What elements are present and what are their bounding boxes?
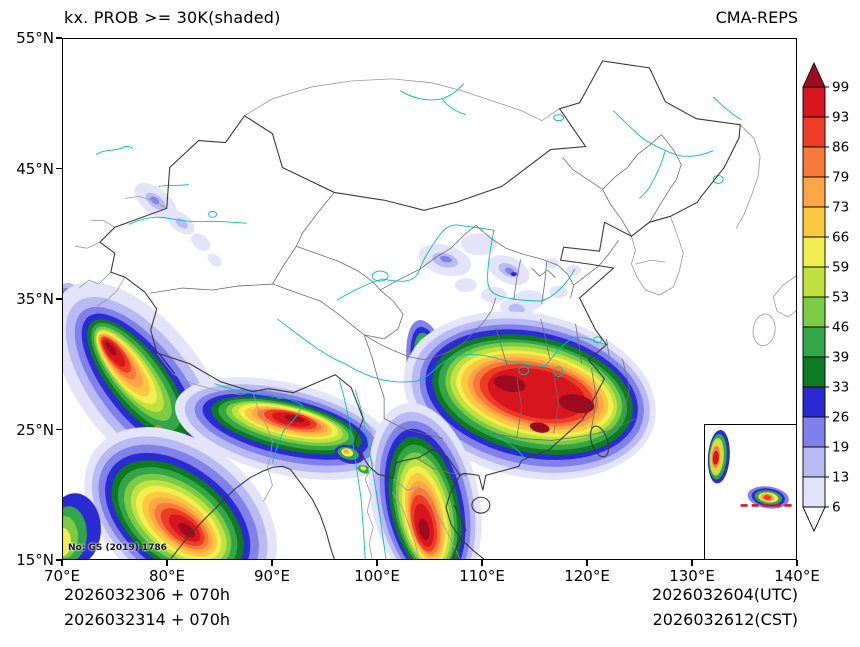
colorbar-label: 13 <box>832 470 849 486</box>
south-china-sea-inset <box>704 424 796 559</box>
colorbar-top-triangle <box>803 63 825 87</box>
inset-map <box>705 425 796 559</box>
footer-valid-cst: 2026032612(CST) <box>653 610 798 629</box>
map-plot-area: No: GS (2019) 1786 <box>62 38 797 560</box>
colorbar-label: 73 <box>832 200 849 216</box>
model-name: CMA-REPS <box>716 8 798 27</box>
inset-probability-shading <box>706 429 790 511</box>
colorbar-segment <box>803 447 825 477</box>
x-tick <box>376 560 378 566</box>
colorbar-segment <box>803 357 825 387</box>
x-axis-label: 120°E <box>557 567 617 585</box>
y-axis-label: 35°N <box>4 290 54 308</box>
x-tick <box>796 560 798 566</box>
colorbar-segment <box>803 147 825 177</box>
y-tick <box>56 298 62 300</box>
license-watermark: No: GS (2019) 1786 <box>68 543 167 553</box>
colorbar-label: 46 <box>832 320 849 336</box>
x-tick <box>166 560 168 566</box>
y-axis-label: 45°N <box>4 160 54 178</box>
colorbar-segment <box>803 267 825 297</box>
probability-shading <box>63 176 672 559</box>
colorbar-segment <box>803 387 825 417</box>
colorbar-segment <box>803 417 825 447</box>
colorbar-segment <box>803 297 825 327</box>
x-tick <box>61 560 63 566</box>
x-axis-label: 70°E <box>32 567 92 585</box>
y-axis-label: 15°N <box>4 551 54 569</box>
footer-init-cst: 2026032314 + 070h <box>64 610 230 629</box>
china-map <box>63 39 796 559</box>
colorbar-label: 99 <box>832 80 849 96</box>
colorbar-label: 26 <box>832 410 849 426</box>
colorbar-segment <box>803 207 825 237</box>
footer-init-utc: 2026032306 + 070h <box>64 585 230 604</box>
x-tick <box>271 560 273 566</box>
colorbar-segment <box>803 117 825 147</box>
footer-valid-utc: 2026032604(UTC) <box>652 585 798 604</box>
x-axis-label: 90°E <box>242 567 302 585</box>
colorbar-label: 6 <box>832 500 841 516</box>
colorbar-label: 93 <box>832 110 849 126</box>
x-tick <box>481 560 483 566</box>
x-axis-label: 80°E <box>137 567 197 585</box>
colorbar-segment <box>803 477 825 507</box>
x-tick <box>586 560 588 566</box>
y-tick <box>56 429 62 431</box>
colorbar-label: 19 <box>832 440 849 456</box>
colorbar-label: 59 <box>832 260 849 276</box>
y-axis-label: 25°N <box>4 421 54 439</box>
x-axis-label: 140°E <box>767 567 827 585</box>
colorbar-label: 33 <box>832 380 849 396</box>
colorbar-segment <box>803 177 825 207</box>
colorbar-segment <box>803 327 825 357</box>
x-axis-label: 130°E <box>662 567 722 585</box>
y-axis-label: 55°N <box>4 29 54 47</box>
colorbar: 99 93 86 79 73 66 59 53 46 39 33 26 19 13 6 <box>803 63 860 535</box>
y-tick <box>56 559 62 561</box>
colorbar-label: 79 <box>832 170 849 186</box>
colorbar-label: 53 <box>832 290 849 306</box>
colorbar-segment <box>803 237 825 267</box>
y-tick <box>56 37 62 39</box>
x-axis-label: 110°E <box>452 567 512 585</box>
colorbar-segment <box>803 87 825 117</box>
colorbar-label: 86 <box>832 140 849 156</box>
x-axis-label: 100°E <box>347 567 407 585</box>
y-tick <box>56 168 62 170</box>
colorbar-label: 39 <box>832 350 849 366</box>
colorbar-label: 66 <box>832 230 849 246</box>
x-tick <box>691 560 693 566</box>
chart-title: kx. PROB >= 30K(shaded) <box>64 8 281 27</box>
colorbar-bottom-triangle <box>803 507 825 531</box>
